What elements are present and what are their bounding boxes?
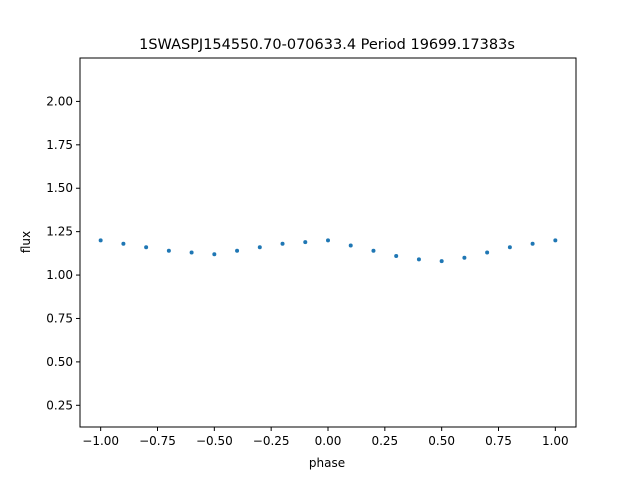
x-tick-label: 0.25	[371, 434, 398, 448]
data-point	[212, 252, 217, 257]
data-point	[166, 248, 171, 253]
x-tick-label: 1.00	[542, 434, 569, 448]
x-tick-label: −0.25	[253, 434, 290, 448]
data-point	[462, 255, 467, 260]
y-tick-label: 0.50	[46, 355, 73, 369]
y-tick-label: 1.50	[46, 181, 73, 195]
y-axis: 0.25 0.50 0.75 1.00 1.25 1.50 1.75 2.00	[46, 94, 80, 412]
data-points	[98, 238, 558, 264]
x-axis-label: phase	[309, 456, 345, 470]
y-tick-label: 1.00	[46, 268, 73, 282]
data-point	[371, 248, 376, 253]
data-point	[485, 250, 490, 255]
data-point	[189, 250, 194, 255]
data-point	[257, 245, 262, 250]
y-axis-label: flux	[19, 231, 33, 253]
y-tick-label: 2.00	[46, 94, 73, 108]
y-tick-label: 0.75	[46, 311, 73, 325]
plot-frame	[79, 57, 577, 428]
data-point	[98, 238, 103, 243]
x-axis: −1.00 −0.75 −0.50 −0.25 0.00 0.25 0.50 0.75 1.00	[82, 427, 569, 448]
data-point	[235, 248, 240, 253]
data-point	[348, 243, 353, 248]
data-point	[303, 240, 308, 245]
data-point	[121, 241, 126, 246]
x-tick-label: 0.00	[315, 434, 342, 448]
x-tick-label: −1.00	[82, 434, 119, 448]
x-tick-label: −0.50	[196, 434, 233, 448]
chart-title: 1SWASPJ154550.70-070633.4 Period 19699.1…	[139, 37, 515, 53]
data-point	[530, 241, 535, 246]
y-tick-label: 1.25	[46, 225, 73, 239]
data-point	[416, 257, 421, 262]
x-tick-label: 0.75	[485, 434, 512, 448]
data-point	[280, 241, 285, 246]
data-point	[326, 238, 330, 243]
data-point	[439, 259, 444, 264]
data-point	[394, 253, 399, 258]
y-tick-label: 0.25	[46, 398, 73, 412]
data-point	[144, 245, 149, 250]
x-tick-label: 0.50	[428, 434, 455, 448]
y-tick-label: 1.75	[46, 138, 73, 152]
x-tick-label: −0.75	[139, 434, 176, 448]
data-point	[507, 245, 512, 250]
data-point	[553, 238, 558, 243]
